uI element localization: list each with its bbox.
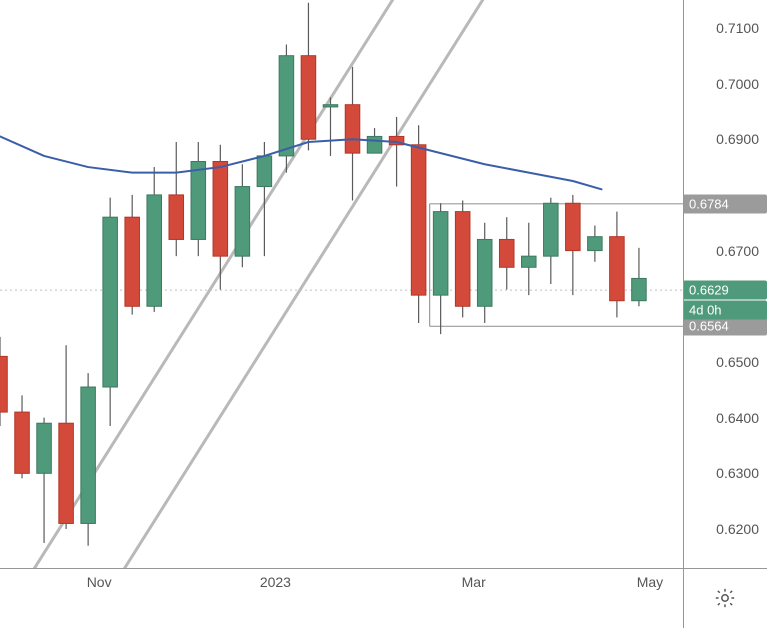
candle-body[interactable] <box>522 256 537 267</box>
x-tick-label: Nov <box>87 574 112 590</box>
candle-body[interactable] <box>235 187 250 257</box>
candle-body[interactable] <box>59 423 74 523</box>
candle-body[interactable] <box>610 237 625 301</box>
candle-body[interactable] <box>367 136 382 153</box>
axis-divider-vertical <box>683 0 684 628</box>
candle-body[interactable] <box>147 195 162 306</box>
last-price-badge: 0.6629 <box>683 281 767 300</box>
candle-body[interactable] <box>0 356 7 412</box>
y-tick-label: 0.6500 <box>716 354 759 370</box>
moving-average-line[interactable] <box>0 136 601 189</box>
settings-button[interactable] <box>714 587 736 609</box>
candle-body[interactable] <box>191 161 206 239</box>
chart-plot-area[interactable] <box>0 0 683 568</box>
candle-body[interactable] <box>588 237 603 251</box>
x-tick-label: Mar <box>462 574 486 590</box>
countdown-badge: 4d 0h <box>683 301 767 320</box>
candle-body[interactable] <box>433 212 448 296</box>
candle-body[interactable] <box>279 56 294 156</box>
candle-body[interactable] <box>169 195 184 240</box>
chart-canvas <box>0 0 683 568</box>
candle-body[interactable] <box>301 56 316 140</box>
y-tick-label: 0.6300 <box>716 465 759 481</box>
last-price-value: 0.6629 <box>689 283 729 298</box>
candle-body[interactable] <box>81 387 96 523</box>
candle-body[interactable] <box>345 105 360 153</box>
candle-body[interactable] <box>103 217 118 387</box>
candle-body[interactable] <box>632 278 647 300</box>
candle-body[interactable] <box>257 156 272 187</box>
y-tick-label: 0.6200 <box>716 521 759 537</box>
candle-body[interactable] <box>125 217 140 306</box>
countdown-value: 4d 0h <box>689 303 722 318</box>
x-tick-label: May <box>637 574 663 590</box>
candle-body[interactable] <box>411 145 426 295</box>
y-tick-label: 0.7100 <box>716 20 759 36</box>
y-tick-label: 0.6900 <box>716 131 759 147</box>
candle-body[interactable] <box>566 203 581 250</box>
candle-body[interactable] <box>37 423 52 473</box>
settings-icon <box>714 587 736 609</box>
y-tick-label: 0.7000 <box>716 76 759 92</box>
candle-body[interactable] <box>213 161 228 256</box>
candle-body[interactable] <box>477 239 492 306</box>
y-tick-label: 0.6400 <box>716 410 759 426</box>
level-price-badge: 0.6784 <box>683 194 767 213</box>
level-price-badge: 0.6564 <box>683 317 767 336</box>
x-axis[interactable]: Nov 2023 Mar May <box>0 568 683 628</box>
candle-body[interactable] <box>499 239 514 267</box>
candle-body[interactable] <box>544 203 559 256</box>
candle-body[interactable] <box>323 105 338 107</box>
x-tick-label: 2023 <box>260 574 291 590</box>
axis-divider-horizontal <box>0 568 767 569</box>
candle-body[interactable] <box>15 412 30 473</box>
candle-body[interactable] <box>455 212 470 307</box>
y-tick-label: 0.6700 <box>716 243 759 259</box>
